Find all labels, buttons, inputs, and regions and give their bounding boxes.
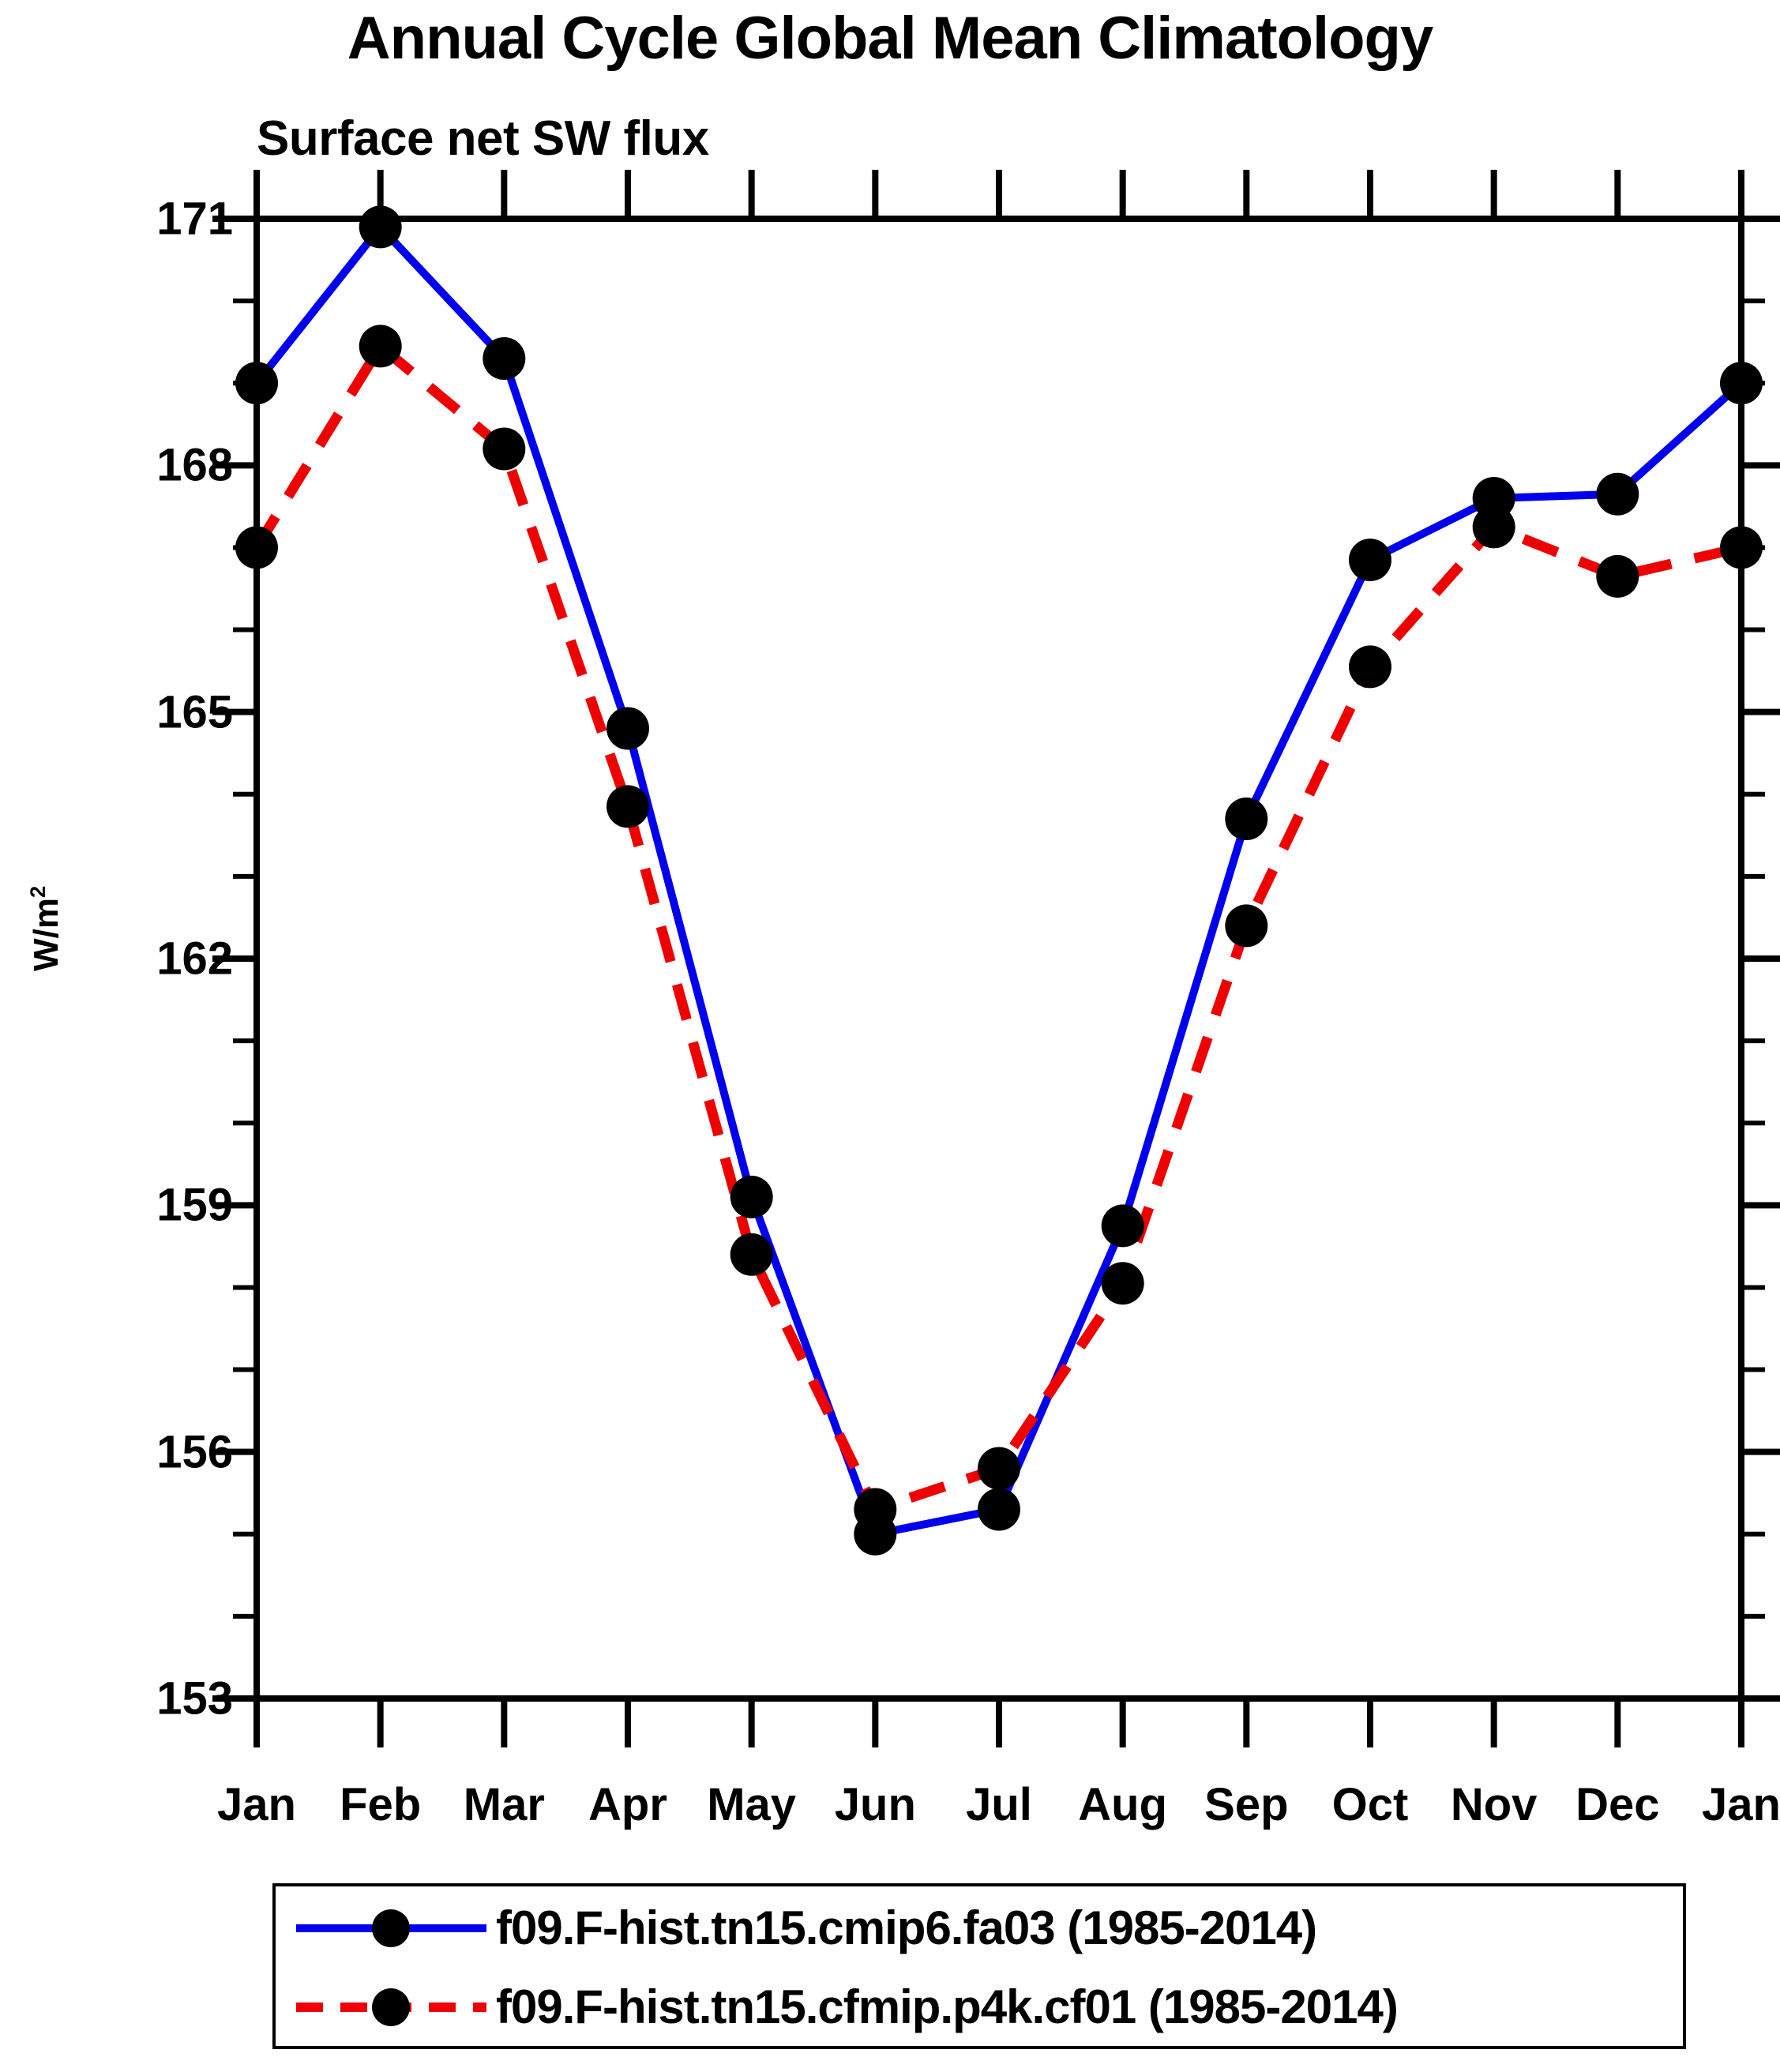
x-axis-tick-label: Jan: [1702, 1779, 1780, 1830]
legend-marker-series-0: [372, 1909, 410, 1947]
x-axis-tick-label: Jun: [834, 1779, 916, 1830]
data-point-series-0: [1101, 1204, 1144, 1248]
data-point-series-0: [978, 1488, 1020, 1531]
legend-line-series-1: [296, 1988, 486, 2026]
legend-label-series-0: f09.F-hist.tn15.cmip6.fa03 (1985-2014): [496, 1901, 1317, 1954]
data-point-series-1: [1596, 554, 1639, 598]
x-axis-tick-label: Nov: [1450, 1779, 1538, 1830]
x-axis-tick-label: Dec: [1575, 1779, 1660, 1830]
x-axis-tick-label: Apr: [588, 1779, 667, 1830]
data-point-series-1: [483, 427, 526, 471]
legend: f09.F-hist.tn15.cmip6.fa03 (1985-2014) f…: [272, 1883, 1686, 2049]
data-point-series-0: [359, 205, 402, 249]
data-point-series-1: [730, 1233, 773, 1276]
data-point-series-1: [1472, 505, 1515, 549]
data-point-series-1: [978, 1447, 1020, 1490]
data-point-series-0: [1349, 539, 1391, 582]
data-point-series-0: [730, 1175, 773, 1218]
data-point-series-1: [359, 325, 402, 368]
chart-subtitle: Surface net SW flux: [257, 111, 709, 166]
data-point-series-0: [1596, 472, 1639, 516]
chart-title: Annual Cycle Global Mean Climatology: [347, 5, 1433, 72]
data-point-series-0: [483, 337, 526, 380]
data-point-series-1: [854, 1488, 897, 1531]
x-axis-tick-label: Jul: [966, 1779, 1032, 1830]
data-point-series-0: [1225, 798, 1268, 840]
series-line-1: [252, 340, 1743, 1515]
x-axis-tick-label: Mar: [463, 1779, 545, 1830]
data-point-series-1: [606, 785, 649, 828]
legend-line-series-0: [296, 1909, 486, 1947]
x-axis-tick-label: Sep: [1204, 1779, 1289, 1830]
data-point-series-0: [606, 707, 649, 750]
data-point-series-1: [1720, 526, 1763, 569]
legend-swatch-series-1: [287, 1972, 496, 2043]
data-point-series-0: [235, 362, 278, 405]
data-point-series-1: [1349, 645, 1391, 689]
data-point-series-0: [1720, 362, 1763, 405]
x-axis-tick-label: Jan: [217, 1779, 296, 1830]
x-axis-tick-label: Aug: [1078, 1779, 1168, 1830]
legend-item-0[interactable]: f09.F-hist.tn15.cmip6.fa03 (1985-2014): [276, 1886, 1317, 1969]
data-point-series-1: [1225, 904, 1268, 948]
x-axis-tick-label: Oct: [1331, 1779, 1409, 1830]
x-axis-tick-label: Feb: [340, 1779, 422, 1830]
x-axis-tick-label: May: [707, 1779, 797, 1830]
data-point-series-1: [1101, 1262, 1144, 1305]
legend-item-1[interactable]: f09.F-hist.tn15.cfmip.p4k.cf01 (1985-201…: [276, 1965, 1399, 2048]
data-point-series-1: [235, 526, 278, 569]
legend-marker-series-1: [372, 1988, 410, 2026]
legend-label-series-1: f09.F-hist.tn15.cfmip.p4k.cf01 (1985-201…: [496, 1980, 1399, 2033]
legend-swatch-series-0: [287, 1893, 496, 1964]
